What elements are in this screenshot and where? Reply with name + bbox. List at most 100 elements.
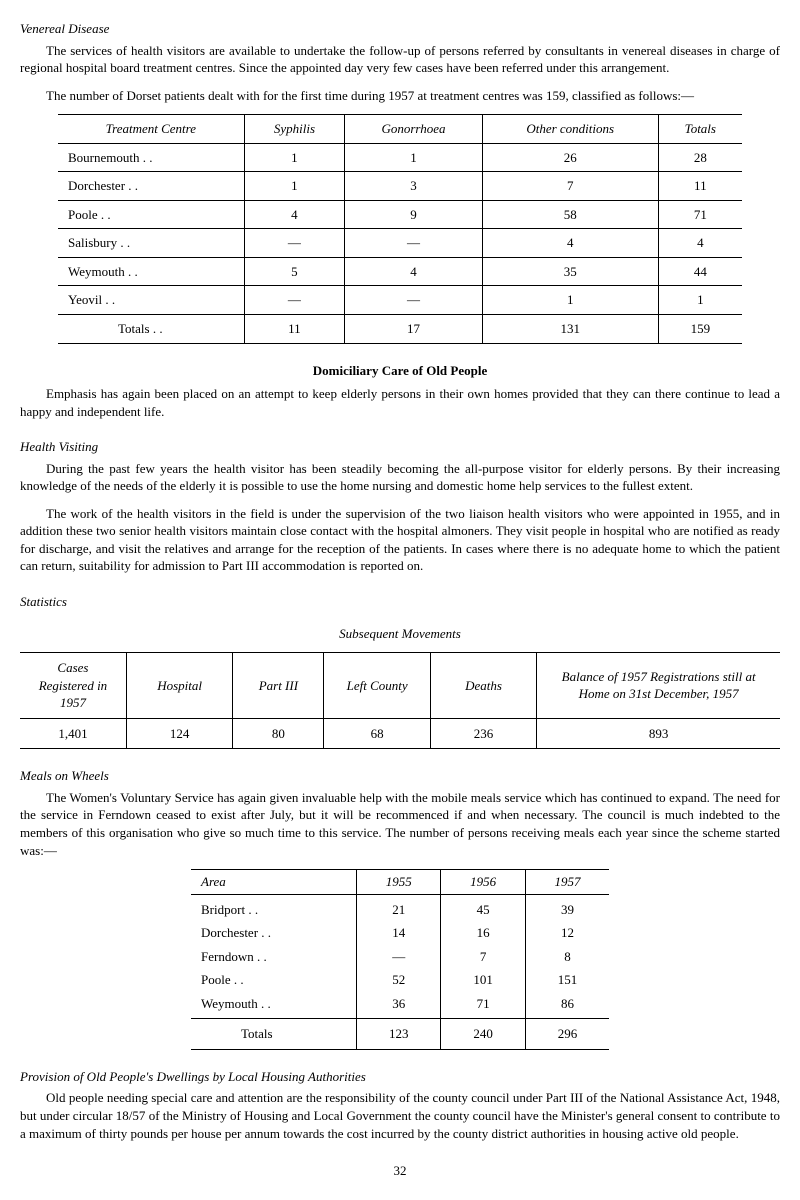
venereal-disease-p1: The services of health visitors are avai… <box>20 42 780 77</box>
col-part3: Part III <box>233 653 324 719</box>
col-syphilis: Syphilis <box>244 115 345 144</box>
table-row: Dorchester 1 3 7 11 <box>58 172 742 201</box>
venereal-disease-p2: The number of Dorset patients dealt with… <box>20 87 780 105</box>
domiciliary-p1: Emphasis has again been placed on an att… <box>20 385 780 420</box>
centre-name: Salisbury <box>68 235 130 250</box>
totals-57: 296 <box>525 1019 609 1050</box>
health-visiting-p2: The work of the health visitors in the f… <box>20 505 780 575</box>
table-row: Weymouth 5 4 35 44 <box>58 257 742 286</box>
gon-cell: 9 <box>345 200 483 229</box>
col-hospital: Hospital <box>126 653 232 719</box>
area-cell: Weymouth <box>191 992 357 1019</box>
statistics-table: Cases Registered in 1957 Hospital Part I… <box>20 652 780 749</box>
balance-cell: 893 <box>537 718 780 749</box>
totals-row: Totals . . 11 17 131 159 <box>58 315 742 344</box>
area-name: Weymouth <box>201 996 271 1011</box>
y57-cell: 39 <box>525 894 609 921</box>
table-row: Bridport 21 45 39 <box>191 894 609 921</box>
centre-cell: Weymouth <box>58 257 244 286</box>
table-row: Ferndown — 7 8 <box>191 945 609 969</box>
col-centre: Treatment Centre <box>58 115 244 144</box>
subsequent-movements-subtitle: Subsequent Movements <box>20 625 780 643</box>
table-header-row: Cases Registered in 1957 Hospital Part I… <box>20 653 780 719</box>
page-number: 32 <box>20 1162 780 1180</box>
y56-cell: 16 <box>441 921 525 945</box>
gon-cell: 3 <box>345 172 483 201</box>
treatment-centre-table: Treatment Centre Syphilis Gonorrhoea Oth… <box>58 114 742 343</box>
area-name: Poole <box>201 972 244 987</box>
other-cell: 1 <box>482 286 658 315</box>
totals-other: 131 <box>482 315 658 344</box>
centre-cell: Bournemouth <box>58 143 244 172</box>
other-cell: 58 <box>482 200 658 229</box>
table-row: Dorchester 14 16 12 <box>191 921 609 945</box>
y56-cell: 45 <box>441 894 525 921</box>
cases-cell: 1,401 <box>20 718 126 749</box>
health-visiting-p1: During the past few years the health vis… <box>20 460 780 495</box>
syph-cell: 1 <box>244 143 345 172</box>
total-cell: 28 <box>658 143 742 172</box>
table-row: Bournemouth 1 1 26 28 <box>58 143 742 172</box>
table-row: Salisbury — — 4 4 <box>58 229 742 258</box>
table-header-row: Area 1955 1956 1957 <box>191 870 609 895</box>
table-row: 1,401 124 80 68 236 893 <box>20 718 780 749</box>
table-row: Yeovil — — 1 1 <box>58 286 742 315</box>
totals-label: Totals <box>191 1019 357 1050</box>
gon-cell: 4 <box>345 257 483 286</box>
provision-p1: Old people needing special care and atte… <box>20 1089 780 1142</box>
meals-table: Area 1955 1956 1957 Bridport 21 45 39 Do… <box>191 869 609 1050</box>
y56-cell: 7 <box>441 945 525 969</box>
hospital-cell: 124 <box>126 718 232 749</box>
meals-on-wheels-title: Meals on Wheels <box>20 767 780 785</box>
meals-on-wheels-p1: The Women's Voluntary Service has again … <box>20 789 780 859</box>
statistics-title: Statistics <box>20 593 780 611</box>
other-cell: 26 <box>482 143 658 172</box>
table-header-row: Treatment Centre Syphilis Gonorrhoea Oth… <box>58 115 742 144</box>
venereal-disease-title: Venereal Disease <box>20 20 780 38</box>
col-1955: 1955 <box>357 870 441 895</box>
col-gonorrhoea: Gonorrhoea <box>345 115 483 144</box>
table-row: Weymouth 36 71 86 <box>191 992 609 1019</box>
total-cell: 11 <box>658 172 742 201</box>
gon-cell: — <box>345 229 483 258</box>
y55-cell: 52 <box>357 968 441 992</box>
centre-cell: Yeovil <box>58 286 244 315</box>
domiciliary-title: Domiciliary Care of Old People <box>20 362 780 380</box>
other-cell: 7 <box>482 172 658 201</box>
area-name: Dorchester <box>201 925 271 940</box>
col-1956: 1956 <box>441 870 525 895</box>
y57-cell: 12 <box>525 921 609 945</box>
centre-name: Yeovil <box>68 292 115 307</box>
y56-cell: 71 <box>441 992 525 1019</box>
centre-name: Poole <box>68 207 111 222</box>
syph-cell: 5 <box>244 257 345 286</box>
provision-title: Provision of Old People's Dwellings by L… <box>20 1068 780 1086</box>
totals-label: Totals . . <box>58 315 244 344</box>
area-cell: Bridport <box>191 894 357 921</box>
totals-56: 240 <box>441 1019 525 1050</box>
col-area: Area <box>191 870 357 895</box>
table-row: Poole 4 9 58 71 <box>58 200 742 229</box>
col-1957: 1957 <box>525 870 609 895</box>
col-deaths: Deaths <box>430 653 536 719</box>
y57-cell: 151 <box>525 968 609 992</box>
area-cell: Ferndown <box>191 945 357 969</box>
syph-cell: — <box>244 286 345 315</box>
area-name: Ferndown <box>201 949 267 964</box>
left-county-cell: 68 <box>324 718 430 749</box>
y55-cell: 21 <box>357 894 441 921</box>
total-cell: 4 <box>658 229 742 258</box>
col-cases: Cases Registered in 1957 <box>20 653 126 719</box>
total-cell: 44 <box>658 257 742 286</box>
area-cell: Poole <box>191 968 357 992</box>
deaths-cell: 236 <box>430 718 536 749</box>
y55-cell: 14 <box>357 921 441 945</box>
syph-cell: — <box>244 229 345 258</box>
y56-cell: 101 <box>441 968 525 992</box>
y57-cell: 8 <box>525 945 609 969</box>
gon-cell: 1 <box>345 143 483 172</box>
col-left-county: Left County <box>324 653 430 719</box>
y57-cell: 86 <box>525 992 609 1019</box>
totals-gon: 17 <box>345 315 483 344</box>
syph-cell: 1 <box>244 172 345 201</box>
